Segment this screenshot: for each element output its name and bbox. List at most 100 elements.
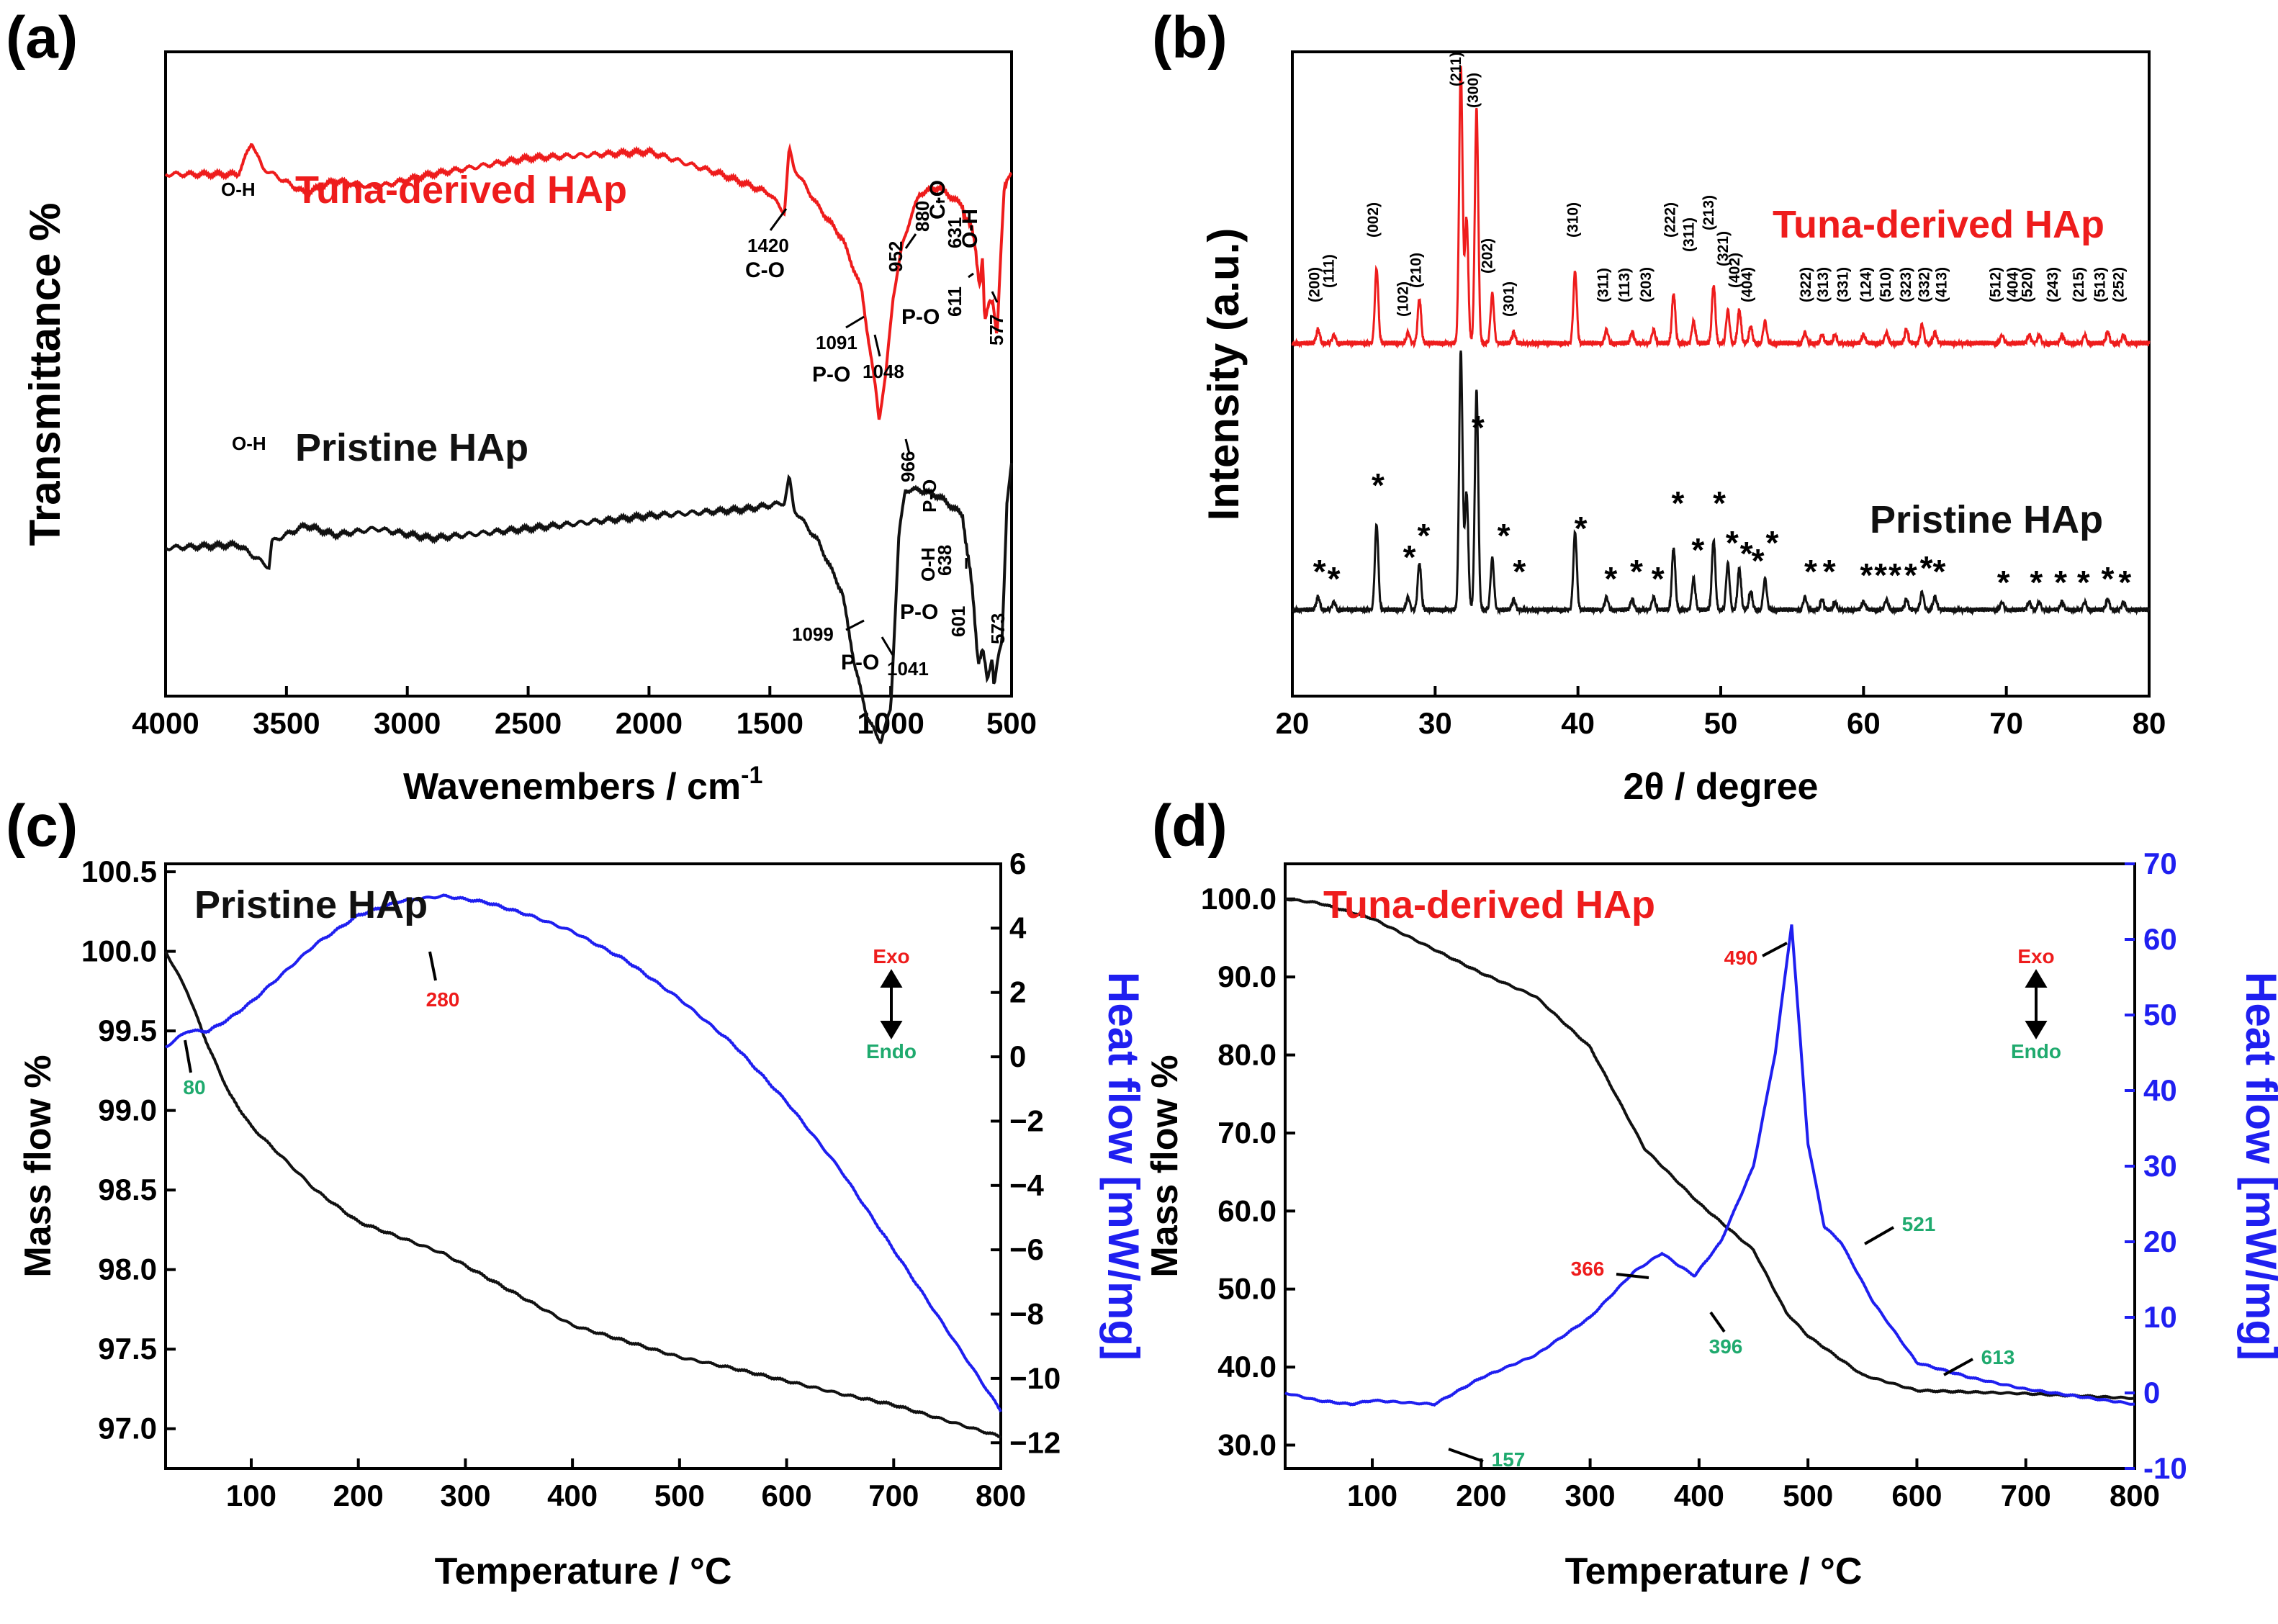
hkl-label: (332) xyxy=(1917,267,1933,302)
ann-573: 573 xyxy=(987,613,1009,644)
panel-a-xlabel: Wavenembers / cm-1 xyxy=(403,762,762,808)
peak-157-label: 157 xyxy=(1492,1448,1526,1471)
a-xtick-label: 3500 xyxy=(253,706,320,740)
hkl-label: (210) xyxy=(1408,253,1425,288)
d-ytick-right-label: 60 xyxy=(2143,922,2177,956)
panel-c-ticks: 100 200 300 400 500 600 700 800100.5100.099.599… xyxy=(81,847,1061,1512)
arrow-1420 xyxy=(769,208,788,231)
b-xtick-label: 30 xyxy=(1418,706,1452,740)
a-xtick-label: 1500 xyxy=(737,706,803,740)
endo-arrowhead-d xyxy=(2025,1021,2048,1039)
pristine-label-a: Pristine HAp xyxy=(295,426,528,469)
peak-613-label: 613 xyxy=(1981,1346,2015,1368)
c-ytick-right-label: 2 xyxy=(1009,975,1026,1009)
c-ytick-left-label: 97.5 xyxy=(98,1332,157,1366)
pristine-xrd-line xyxy=(1291,350,2151,616)
b-xtick-label: 60 xyxy=(1847,706,1881,740)
panel-d-ylabel-right: Heat flow [mW/mg] xyxy=(2237,972,2278,1361)
peak-490-label: 490 xyxy=(1724,947,1758,969)
hkl-label: (215) xyxy=(2071,267,2087,302)
hkl-label: (513) xyxy=(2092,267,2109,302)
panel-b: (b) 20 30 40 50 60 70 80 (200)(111)(002)(102)(… xyxy=(1152,5,2166,808)
pristine-ftir-line xyxy=(164,462,1013,744)
ann-oh-2: O-H xyxy=(958,209,982,248)
ann-631: 631 xyxy=(944,217,965,248)
arrow-521 xyxy=(1864,1226,1894,1245)
peak-star: * xyxy=(2054,564,2067,601)
arrow-613 xyxy=(1943,1358,1973,1376)
panel-c-title: Pristine HAp xyxy=(194,883,428,926)
panel-b-x-ticks: 20 30 40 50 60 70 80 xyxy=(1276,686,2166,740)
d-ytick-left-label: 70.0 xyxy=(1217,1116,1277,1150)
panel-c-xlabel: Temperature / °C xyxy=(435,1551,732,1592)
ann-tuna-oh: O-H xyxy=(221,179,256,200)
ann-prist-oh: O-H xyxy=(232,433,266,454)
d-xtick-label: 800 xyxy=(2110,1479,2160,1512)
hkl-label: (404) xyxy=(1739,267,1756,302)
ann-1048: 1048 xyxy=(863,361,904,382)
endo-arrowhead-c xyxy=(880,1021,903,1039)
ann-966: 966 xyxy=(897,451,919,482)
d-ytick-right-label: 50 xyxy=(2143,998,2177,1032)
exo-endo-arrow-c xyxy=(880,969,903,1039)
c-ytick-left-label: 99.5 xyxy=(98,1014,157,1047)
peak-star: * xyxy=(1740,535,1753,572)
hkl-label: (413) xyxy=(1933,267,1950,302)
arrow-577 xyxy=(991,291,999,303)
c-ytick-right-label: −4 xyxy=(1009,1168,1045,1202)
panel-b-ylabel: Intensity (a.u.) xyxy=(1199,228,1248,521)
peak-star: * xyxy=(1418,517,1431,554)
c-ytick-left-label: 97.0 xyxy=(98,1412,157,1445)
panel-b-xlabel: 2θ / degree xyxy=(1624,766,1819,808)
arrow-280 xyxy=(428,951,437,981)
peak-star: * xyxy=(1575,510,1588,547)
d-ytick-left-label: 90.0 xyxy=(1217,960,1277,993)
d-ytick-right-label: 40 xyxy=(2143,1073,2177,1107)
arrow-157 xyxy=(1448,1448,1484,1463)
c-ytick-right-label: 4 xyxy=(1009,911,1027,944)
peak-star: * xyxy=(1823,553,1836,590)
hkl-label: (222) xyxy=(1662,202,1679,238)
panel-b-label: (b) xyxy=(1152,5,1228,71)
hkl-label: (402) xyxy=(1726,253,1743,288)
peak-star: * xyxy=(1765,524,1778,561)
peak-star: * xyxy=(1804,553,1817,590)
hkl-label: (213) xyxy=(1701,195,1717,230)
hkl-labels: (200)(111) (002) (102)(210) (211)(300) (202)… xyxy=(1307,52,2128,317)
peak-star: * xyxy=(1672,484,1685,522)
peak-star: * xyxy=(1513,553,1526,590)
d-xtick-label: 100 xyxy=(1347,1479,1397,1512)
hkl-label: (211) xyxy=(1448,52,1464,86)
peak-star: * xyxy=(2077,564,2090,601)
c-xtick-label: 300 xyxy=(440,1479,490,1512)
ann-638: 638 xyxy=(934,545,955,576)
c-ytick-right-label: 0 xyxy=(1009,1039,1026,1073)
panel-c-ylabel-left: Mass flow % xyxy=(17,1055,59,1277)
a-xtick-label: 500 xyxy=(986,706,1037,740)
d-ytick-left-label: 80.0 xyxy=(1217,1038,1277,1072)
c-xtick-label: 100 xyxy=(226,1479,276,1512)
peak-star: * xyxy=(2030,564,2043,601)
hkl-label: (102) xyxy=(1395,281,1412,317)
d-ytick-left-label: 30.0 xyxy=(1217,1427,1277,1461)
c-ytick-right-label: −2 xyxy=(1009,1104,1044,1137)
mass-flow-line-d xyxy=(1284,897,2135,1400)
peak-star: * xyxy=(1498,517,1511,554)
hkl-label: (200) xyxy=(1307,267,1323,302)
peak-star: * xyxy=(2118,564,2131,601)
ann-880: 880 xyxy=(911,201,933,232)
panel-d: (d) 100 200 300 400 500 600 700 800100.090.080.… xyxy=(1144,793,2278,1592)
d-ytick-right-label: 0 xyxy=(2143,1376,2160,1409)
tuna-ftir-line xyxy=(164,143,1013,420)
d-xtick-label: 700 xyxy=(2001,1479,2051,1512)
arrow-1099 xyxy=(845,619,865,631)
c-xtick-label: 500 xyxy=(654,1479,705,1512)
arrow-366 xyxy=(1616,1273,1649,1279)
d-ytick-left-label: 60.0 xyxy=(1217,1194,1277,1227)
panel-d-ylabel-left: Mass flow % xyxy=(1144,1055,1186,1277)
hkl-label: (002) xyxy=(1365,202,1382,238)
hkl-label: (252) xyxy=(2110,267,2127,302)
hkl-label: (310) xyxy=(1565,202,1582,238)
peak-521-label: 521 xyxy=(1902,1213,1936,1235)
exo-endo-arrow-d xyxy=(2025,969,2048,1039)
